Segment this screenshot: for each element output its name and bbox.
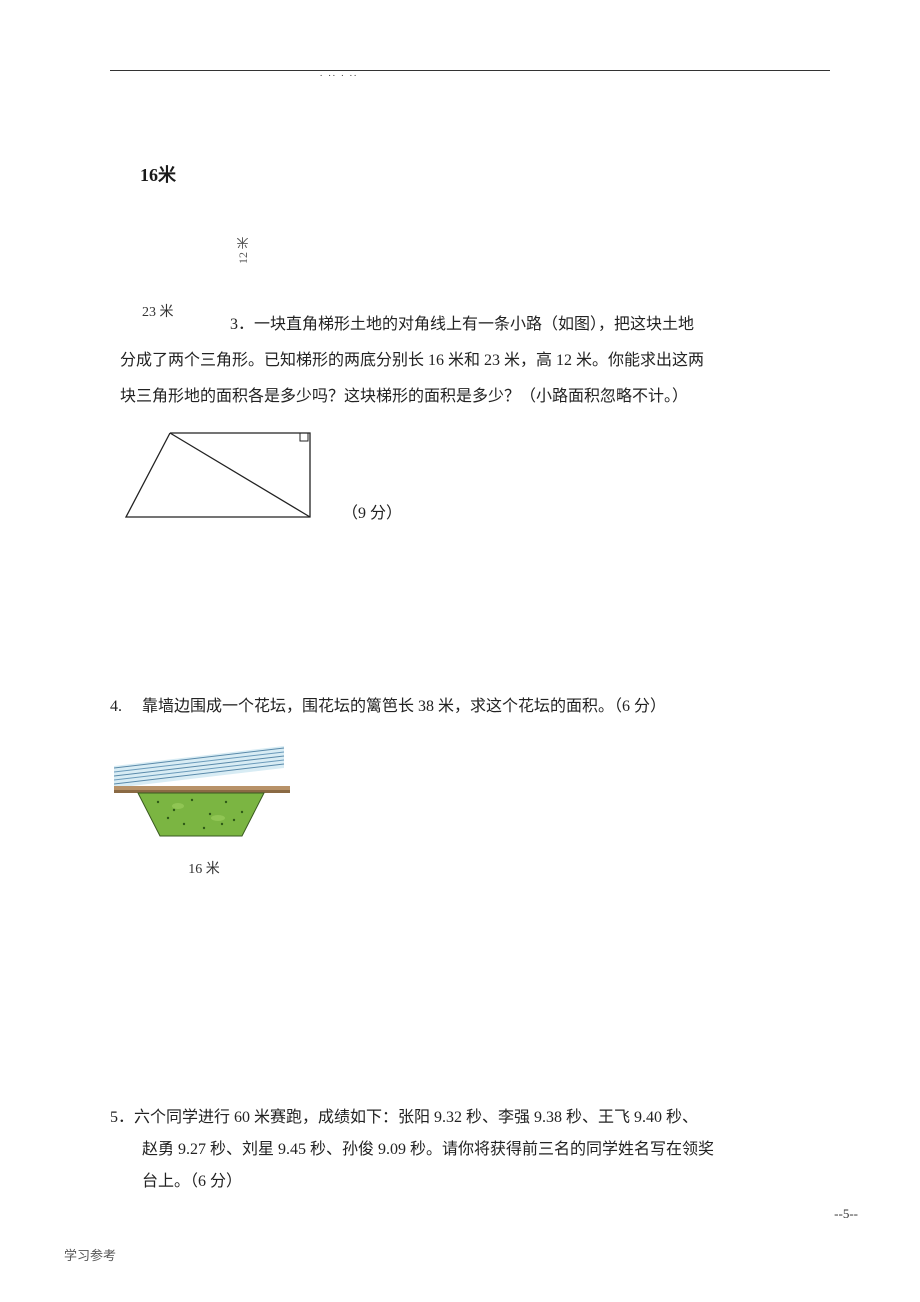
header-rule [110,70,830,71]
page-number: --5-- [834,1206,858,1222]
q3-line3: 块三角形地的面积各是多少吗？这块梯形的面积是多少？（小路面积忽略不计。） [120,381,830,413]
q4-wall-garden-figure [114,740,294,840]
q3-lead-text: 3．一块直角梯形土地的对角线上有一条小路（如图），把这块土地 [230,316,694,333]
q3-triangle-figure [120,427,320,523]
q5-line2: 赵勇 9.27 秒、刘星 9.45 秒、孙俊 9.09 秒。请你将获得前三名的同… [142,1134,830,1166]
q4-width-label: 16 米 [114,857,294,882]
header-dotted: . .. . .. [320,68,358,78]
q4-number: 4. [110,693,138,722]
q5-block: 5．六个同学进行 60 米赛跑，成绩如下：张阳 9.32 秒、李强 9.38 秒… [110,1102,830,1198]
q5-line1: 5．六个同学进行 60 米赛跑，成绩如下：张阳 9.32 秒、李强 9.38 秒… [110,1102,830,1134]
footer-reference: 学习参考 [64,1245,116,1264]
q4-figure-wrap: 16 米 [114,740,294,882]
trapezoid-top-label: 16米 [140,161,830,187]
page: . .. . .. 16米 12 米 23 米 3．一块直角梯形土地的对角线上有… [0,0,920,1302]
trapezoid-bottom-label: 23 米 [142,301,174,321]
trapezoid-side-label: 12 米 [234,237,251,264]
q3-points: （9 分） [342,499,402,523]
q5-line3: 台上。（6 分） [142,1166,830,1198]
q3-figure-row: （9 分） [120,427,830,523]
trapezoid-label-block: 12 米 23 米 [120,199,280,319]
q4-block: 4. 靠墙边围成一个花坛，围花坛的篱笆长 38 米，求这个花坛的面积。（6 分） [110,693,830,882]
q3-first-line: 3．一块直角梯形土地的对角线上有一条小路（如图），把这块土地 [230,309,830,341]
q4-text: 靠墙边围成一个花坛，围花坛的篱笆长 38 米，求这个花坛的面积。（6 分） [142,698,666,715]
q3-line2: 分成了两个三角形。已知梯形的两底分别长 16 米和 23 米，高 12 米。你能… [120,345,830,377]
